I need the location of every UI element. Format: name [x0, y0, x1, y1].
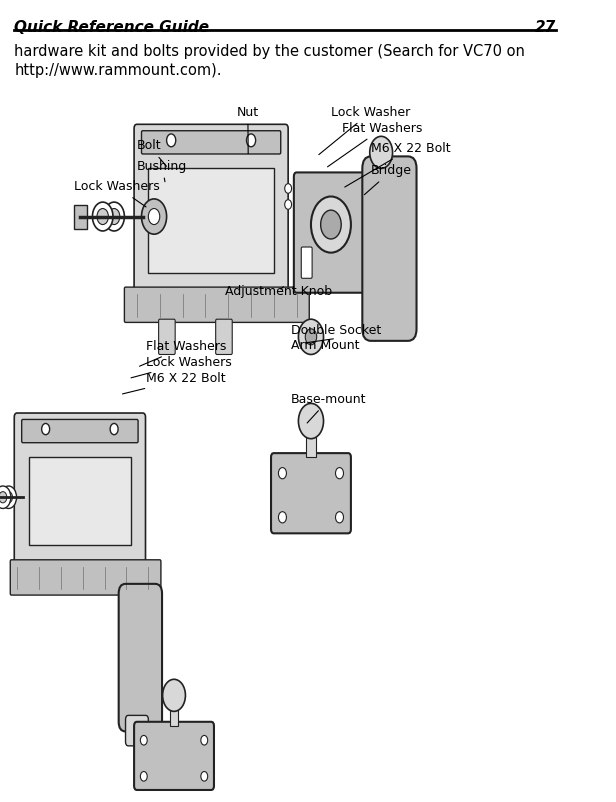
FancyBboxPatch shape [159, 319, 175, 354]
Circle shape [336, 468, 344, 479]
Bar [306, 437, 315, 457]
Circle shape [311, 196, 351, 253]
Circle shape [298, 319, 323, 354]
FancyBboxPatch shape [14, 413, 145, 565]
FancyBboxPatch shape [124, 287, 309, 322]
FancyBboxPatch shape [301, 247, 312, 278]
Circle shape [1, 486, 17, 508]
FancyBboxPatch shape [22, 419, 138, 443]
Circle shape [285, 184, 291, 193]
Bar [74, 205, 87, 229]
Bar [170, 710, 178, 726]
Circle shape [0, 486, 11, 508]
Text: Adjustment Knob: Adjustment Knob [225, 285, 333, 298]
Text: 27: 27 [535, 20, 556, 35]
Circle shape [148, 209, 160, 225]
Circle shape [142, 199, 166, 234]
Text: Flat Washers: Flat Washers [139, 340, 226, 367]
FancyBboxPatch shape [134, 124, 288, 293]
Circle shape [246, 134, 256, 147]
Circle shape [104, 202, 124, 231]
Text: Quick Reference Guide: Quick Reference Guide [14, 20, 209, 35]
Text: M6 X 22 Bolt: M6 X 22 Bolt [345, 142, 450, 187]
Circle shape [370, 136, 392, 168]
Circle shape [108, 209, 120, 225]
Text: Nut: Nut [237, 106, 259, 154]
FancyBboxPatch shape [271, 453, 351, 533]
Bar [28, 457, 131, 545]
FancyBboxPatch shape [126, 715, 148, 746]
Text: Bridge: Bridge [365, 164, 412, 195]
FancyBboxPatch shape [134, 722, 214, 790]
Circle shape [110, 423, 118, 435]
FancyBboxPatch shape [216, 319, 232, 354]
Circle shape [336, 512, 344, 523]
Circle shape [278, 512, 286, 523]
Text: Lock Washers: Lock Washers [74, 180, 160, 207]
Text: hardware kit and bolts provided by the customer (Search for VC70 on: hardware kit and bolts provided by the c… [14, 44, 525, 59]
FancyBboxPatch shape [362, 156, 416, 341]
Text: M6 X 22 Bolt: M6 X 22 Bolt [123, 372, 225, 394]
Text: Base-mount: Base-mount [291, 393, 367, 423]
Circle shape [42, 423, 50, 435]
Circle shape [92, 202, 113, 231]
Circle shape [201, 772, 208, 781]
Circle shape [298, 403, 323, 439]
Text: Flat Washers: Flat Washers [328, 122, 423, 167]
Circle shape [306, 329, 317, 345]
Circle shape [140, 735, 147, 745]
Circle shape [321, 210, 341, 239]
FancyBboxPatch shape [10, 560, 161, 595]
Text: Lock Washers: Lock Washers [131, 356, 231, 378]
Text: Double Socket
Arm Mount: Double Socket Arm Mount [291, 325, 381, 352]
Circle shape [163, 679, 185, 711]
Text: http://www.rammount.com).: http://www.rammount.com). [14, 63, 222, 79]
Circle shape [4, 492, 12, 503]
Bar [148, 168, 274, 273]
Circle shape [0, 492, 7, 503]
Text: Lock Washer: Lock Washer [319, 106, 410, 155]
Circle shape [140, 772, 147, 781]
Circle shape [285, 200, 291, 209]
Circle shape [201, 735, 208, 745]
FancyBboxPatch shape [119, 584, 162, 731]
Circle shape [278, 468, 286, 479]
Circle shape [97, 209, 108, 225]
FancyBboxPatch shape [142, 131, 281, 154]
Text: Bushing: Bushing [137, 160, 187, 182]
Text: Bolt: Bolt [137, 140, 166, 166]
Circle shape [166, 134, 176, 147]
FancyBboxPatch shape [294, 172, 368, 293]
